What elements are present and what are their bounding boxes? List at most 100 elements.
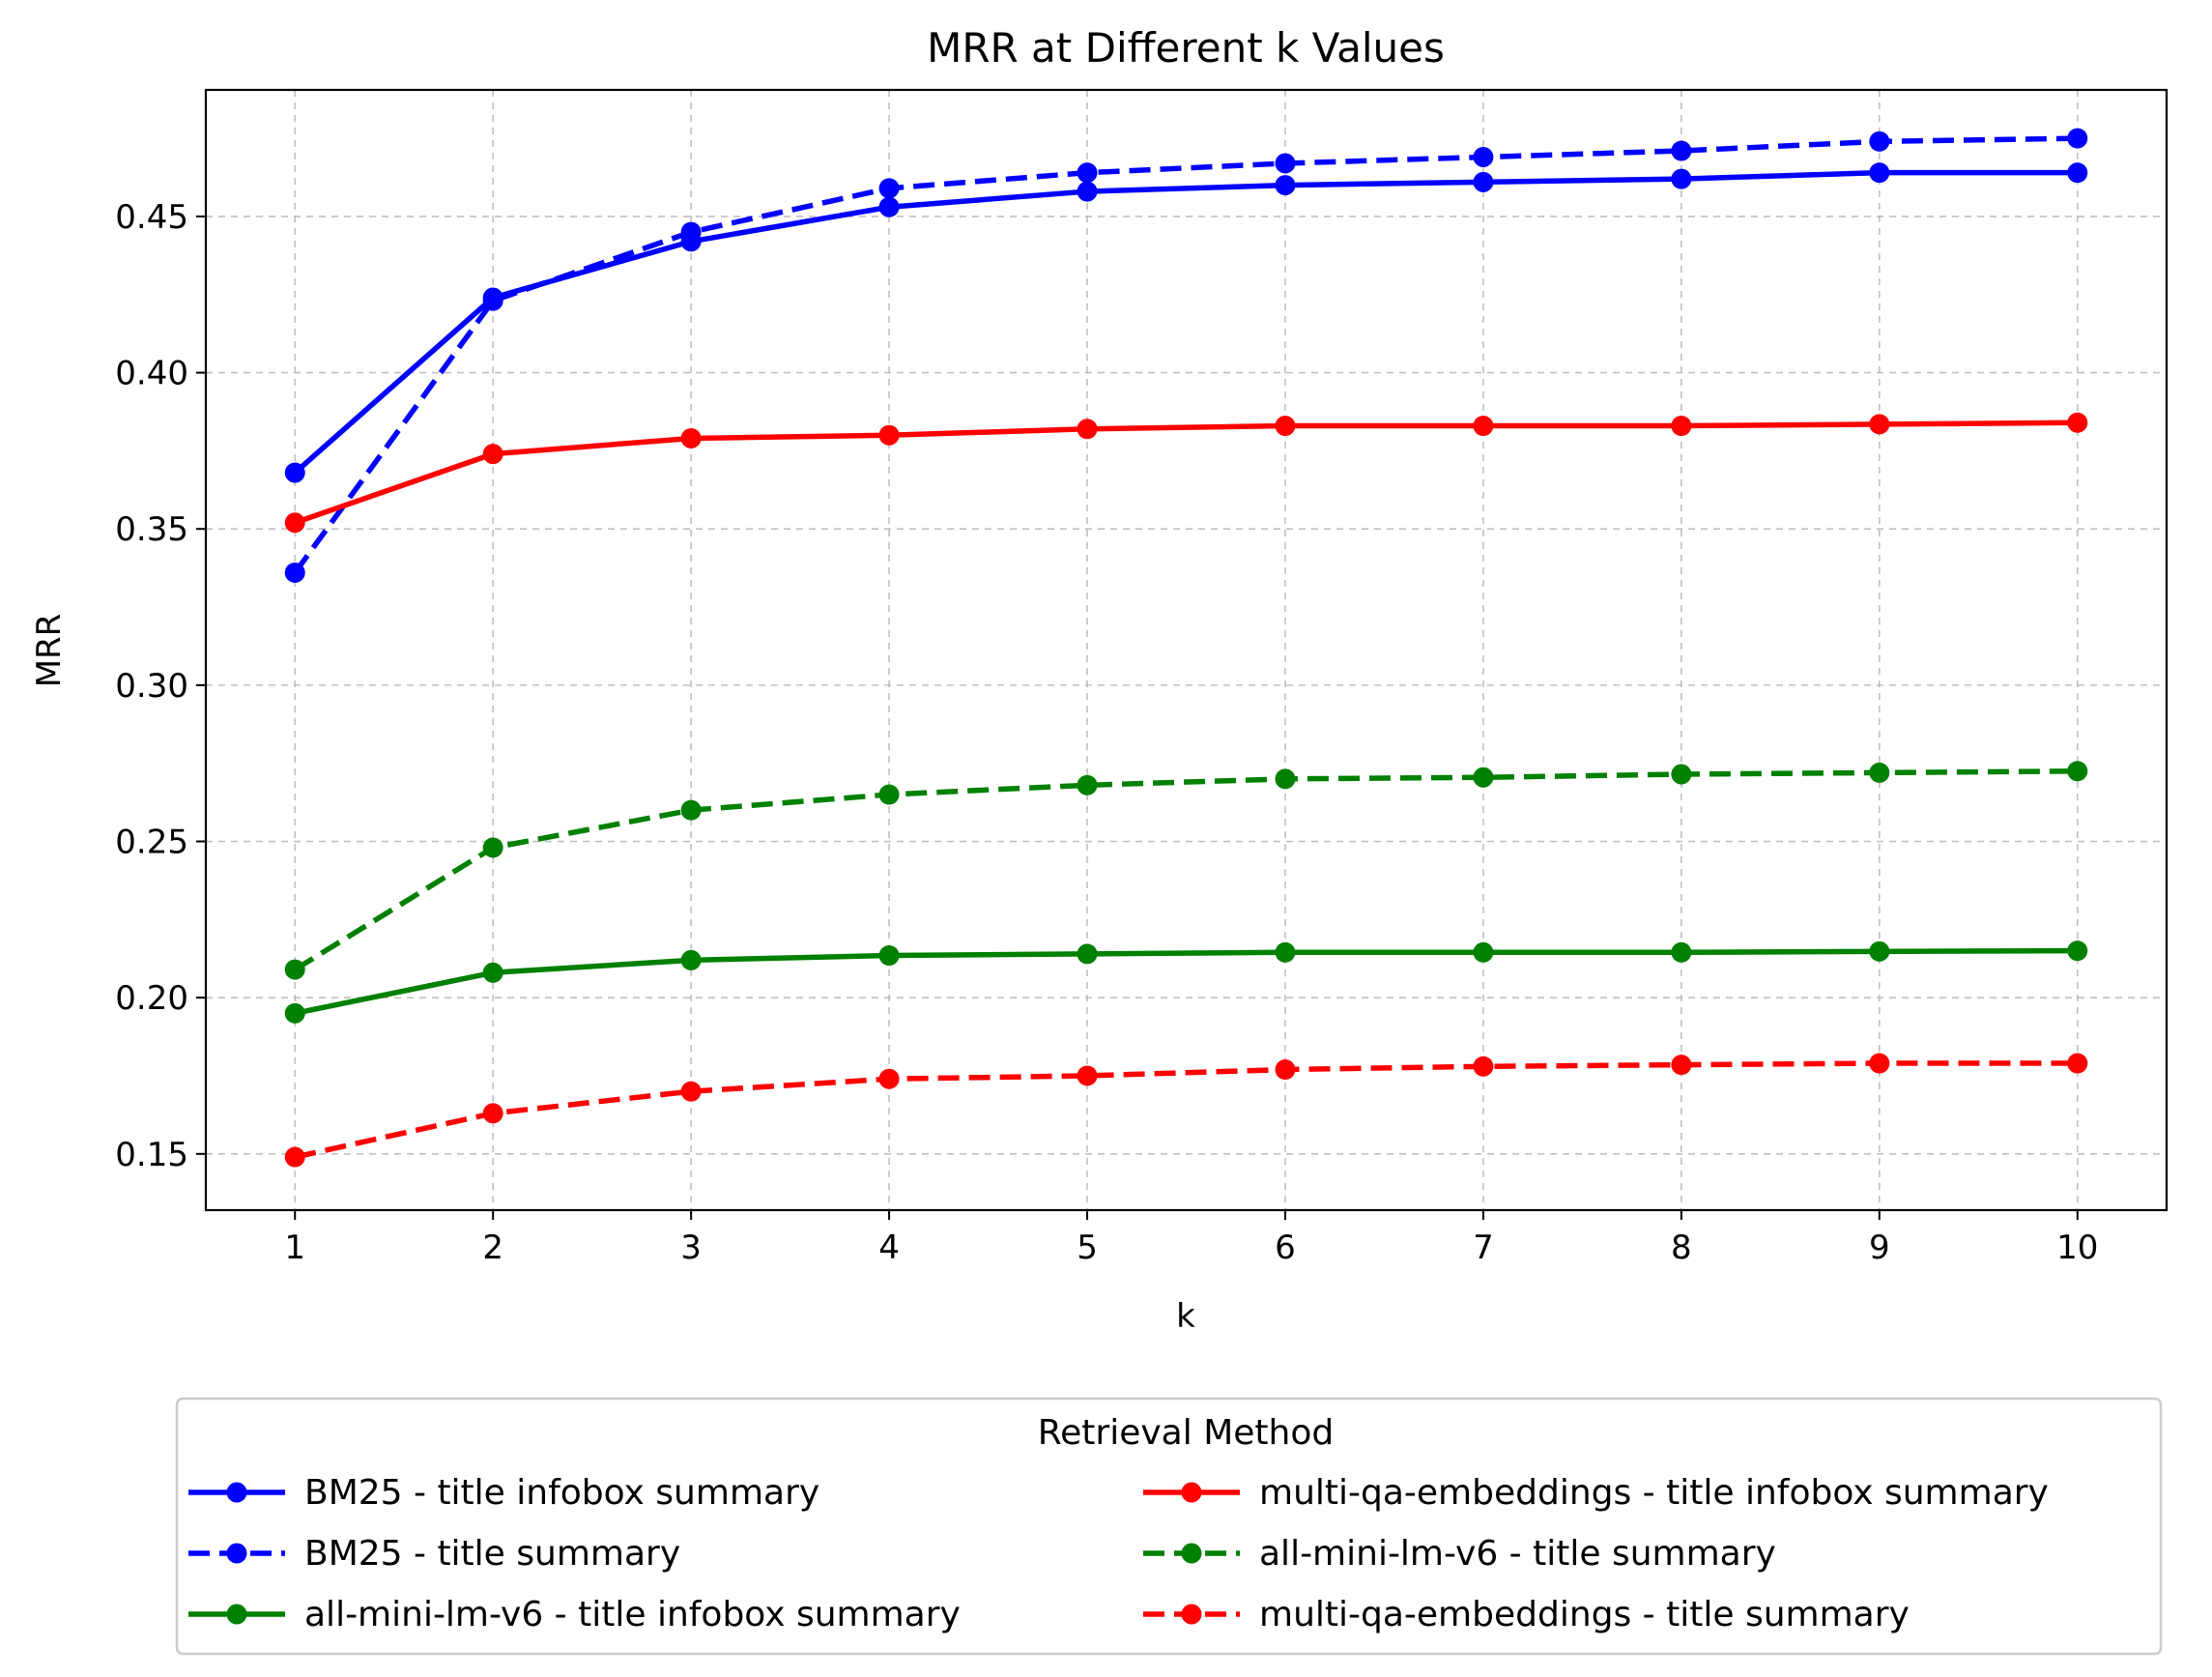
x-tick-label: 6 <box>1275 1229 1296 1267</box>
x-tick-label: 10 <box>2056 1229 2098 1267</box>
data-point <box>1077 181 1098 202</box>
x-tick-label: 8 <box>1671 1229 1692 1267</box>
data-point <box>284 462 305 483</box>
data-point <box>878 424 900 446</box>
data-point <box>1671 416 1692 437</box>
data-point <box>2067 940 2088 962</box>
data-point <box>1473 171 1494 192</box>
x-axis-title: k <box>1176 1297 1195 1336</box>
legend-title: Retrieval Method <box>1038 1413 1334 1453</box>
data-point <box>482 837 503 858</box>
legend: Retrieval Method BM25 - title infobox su… <box>175 1397 2163 1656</box>
legend-label: multi-qa-embeddings - title summary <box>1259 1595 1910 1634</box>
data-point <box>1275 175 1296 196</box>
y-tick-label: 0.30 <box>115 667 188 706</box>
legend-label: all-mini-lm-v6 - title summary <box>1259 1534 1776 1574</box>
axis-ticks: 1 2 3 4 5 6 7 8 9 10 0.15 0.20 0.25 0.30 0.35 0.40 0.45 <box>115 198 2098 1267</box>
data-point <box>878 1068 900 1089</box>
legend-swatch-marker <box>226 1543 247 1564</box>
data-point <box>284 959 305 980</box>
x-tick-label: 9 <box>1869 1229 1890 1267</box>
data-point <box>2067 412 2088 433</box>
data-point <box>482 1103 503 1124</box>
data-point <box>284 1146 305 1168</box>
series-line <box>293 135 2078 575</box>
data-point <box>680 799 702 821</box>
legend-label: multi-qa-embeddings - title infobox summ… <box>1259 1473 2049 1513</box>
data-point <box>2067 761 2088 782</box>
data-point <box>1077 943 1098 965</box>
data-point <box>878 178 900 199</box>
y-tick-label: 0.35 <box>115 510 188 549</box>
data-point <box>1473 766 1494 788</box>
data-point <box>284 1002 305 1024</box>
data-point <box>680 427 702 448</box>
data-point <box>1671 140 1692 161</box>
series-line <box>294 947 2078 1017</box>
data-point <box>1473 416 1494 437</box>
data-point <box>284 512 305 534</box>
data-point <box>1671 168 1692 189</box>
data-point <box>680 1081 702 1102</box>
data-point <box>2067 1053 2088 1074</box>
data-point <box>1473 941 1494 963</box>
legend-swatch-marker <box>1181 1482 1202 1503</box>
data-point <box>878 945 900 967</box>
data-point <box>1275 941 1296 963</box>
x-tick-label: 3 <box>680 1229 702 1267</box>
x-tick-label: 7 <box>1473 1229 1494 1267</box>
y-tick-label: 0.25 <box>115 824 188 862</box>
x-tick-label: 4 <box>878 1229 900 1267</box>
data-point <box>1473 1055 1494 1077</box>
data-point <box>1275 153 1296 174</box>
legend-swatch-marker <box>1181 1543 1202 1564</box>
data-point <box>1275 768 1296 790</box>
series-line <box>293 169 2078 476</box>
series-2 <box>284 128 2088 583</box>
data-point <box>1671 941 1692 963</box>
y-tick-label: 0.20 <box>115 979 188 1018</box>
data-point <box>2067 128 2088 149</box>
x-tick-label: 5 <box>1077 1229 1098 1267</box>
y-axis-title: MRR <box>30 614 69 688</box>
data-point <box>1869 1053 1890 1074</box>
data-point <box>1275 1059 1296 1081</box>
series-line <box>294 419 2078 526</box>
legend-label: BM25 - title summary <box>304 1534 680 1574</box>
legend-label: all-mini-lm-v6 - title infobox summary <box>304 1595 961 1634</box>
series-3 <box>284 940 2088 1024</box>
data-point <box>1869 162 1890 184</box>
data-point <box>1473 147 1494 168</box>
series-line <box>293 768 2078 972</box>
y-tick-label: 0.15 <box>115 1136 188 1174</box>
legend-swatch-marker <box>226 1482 247 1503</box>
data-point <box>284 562 305 583</box>
y-tick-label: 0.40 <box>115 355 188 393</box>
data-point <box>1869 940 1890 962</box>
chart-title: MRR at Different k Values <box>927 24 1445 72</box>
data-point <box>680 221 702 243</box>
series-line <box>294 1060 2078 1160</box>
data-point <box>878 196 900 217</box>
data-point <box>2067 162 2088 184</box>
legend-swatch-marker <box>1181 1604 1202 1625</box>
data-point <box>1869 414 1890 435</box>
legend-entry: BM25 - title summary <box>188 1534 680 1574</box>
x-tick-label: 1 <box>284 1229 305 1267</box>
data-point <box>482 444 503 465</box>
legend-entries: BM25 - title infobox summary BM25 - title… <box>188 1473 2049 1634</box>
legend-swatch-marker <box>226 1604 247 1625</box>
data-point <box>1077 162 1098 184</box>
data-point <box>1671 1055 1692 1076</box>
legend-entry: all-mini-lm-v6 - title infobox summary <box>188 1595 961 1634</box>
data-point <box>482 290 503 311</box>
data-point <box>680 949 702 970</box>
legend-entry: multi-qa-embeddings - title infobox summ… <box>1143 1473 2049 1513</box>
legend-frame <box>175 1397 2163 1656</box>
grid <box>206 90 2167 1210</box>
legend-entry: all-mini-lm-v6 - title summary <box>1143 1534 1776 1574</box>
y-tick-label: 0.45 <box>115 198 188 237</box>
data-point <box>1869 762 1890 783</box>
